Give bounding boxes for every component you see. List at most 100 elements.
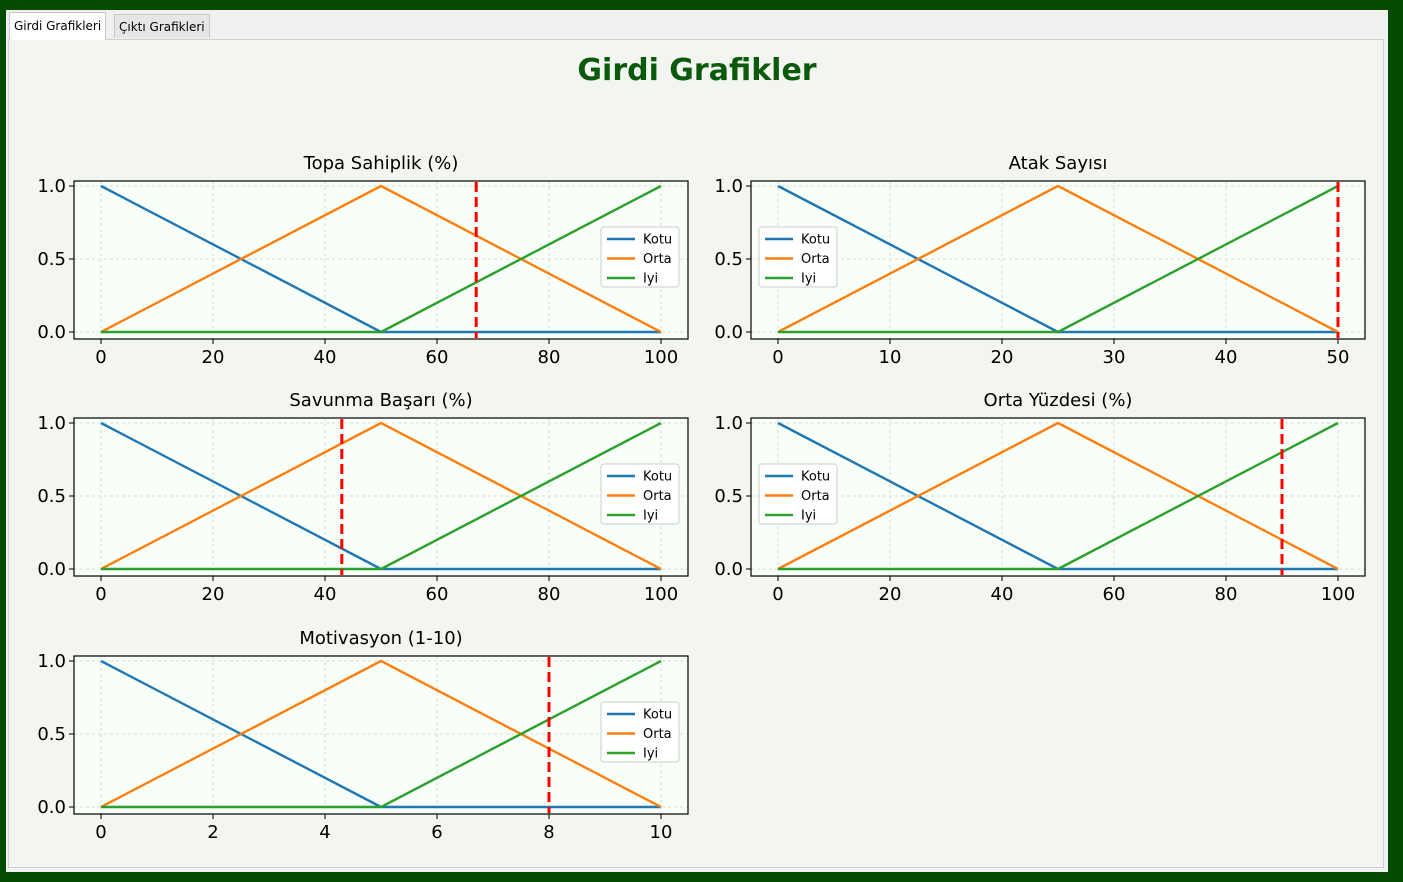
legend: Kotu Orta Iyi [758, 226, 838, 288]
y-tick-label: 0.5 [37, 486, 66, 507]
x-tick-label: 100 [1321, 584, 1355, 605]
x-tick-label: 10 [650, 822, 673, 843]
x-tick-label: 40 [1215, 347, 1238, 368]
x-tick-label: 20 [202, 347, 225, 368]
x-tick-label: 40 [314, 347, 337, 368]
series-line-iyi [778, 184, 1339, 334]
subplot-5: Motivasyon (1-10) 0 2 4 6 8 10 0.0 0.5 1.0 Kotu Ort… [37, 628, 689, 843]
chart-panel: Girdi Grafikler Topa Sahiplik (%) 0 20 40 60… [8, 39, 1384, 868]
x-tick-label: 100 [644, 584, 678, 605]
legend-label-iyi: Iyi [643, 509, 658, 524]
x-tick-label: 40 [314, 584, 337, 605]
x-tick-label: 2 [207, 822, 218, 843]
legend-label-orta: Orta [643, 489, 672, 504]
x-tick-label: 0 [772, 347, 783, 368]
x-tick-label: 40 [991, 584, 1014, 605]
plot-area [74, 656, 688, 814]
x-tick-label: 20 [879, 584, 902, 605]
y-tick-label: 0.5 [37, 249, 66, 270]
x-tick-label: 50 [1327, 347, 1350, 368]
legend: Kotu Orta Iyi [758, 463, 838, 525]
legend-label-kotu: Kotu [643, 470, 672, 485]
legend-label-orta: Orta [643, 727, 672, 742]
subplot-title: Motivasyon (1-10) [299, 628, 462, 649]
x-tick-label: 0 [95, 822, 106, 843]
figure-title: Girdi Grafikler [577, 53, 816, 88]
x-tick-label: 20 [991, 347, 1014, 368]
legend: Kotu Orta Iyi [600, 226, 680, 288]
series-line-iyi [101, 421, 662, 571]
subplot-2: Atak Sayısı 0 10 20 30 40 50 0.0 0.5 1.0 Kotu Orta I… [714, 153, 1366, 368]
plot-area [74, 181, 688, 339]
y-tick-label: 0.5 [714, 249, 743, 270]
x-tick-label: 10 [879, 347, 902, 368]
x-tick-label: 6 [431, 822, 442, 843]
legend-box [600, 463, 680, 525]
tab-cikti-grafikleri[interactable]: Çıktı Grafikleri [114, 14, 210, 38]
series-line-iyi [778, 421, 1339, 571]
plot-area [74, 418, 688, 576]
y-tick-label: 0.0 [37, 322, 66, 343]
subplot-4: Orta Yüzdesi (%) 0 20 40 60 80 100 0.0 0.5 1.0 Kot… [714, 390, 1366, 605]
legend-box [758, 226, 838, 288]
legend-label-iyi: Iyi [801, 509, 816, 524]
axes-frame [750, 180, 1366, 340]
subplot-3: Savunma Başarı (%) 0 20 40 60 80 100 0.0 0.5 1.0 K… [37, 390, 689, 605]
x-tick-label: 80 [1215, 584, 1238, 605]
x-tick-label: 4 [319, 822, 330, 843]
x-tick-label: 60 [426, 347, 449, 368]
legend-label-orta: Orta [801, 489, 830, 504]
x-tick-label: 100 [644, 347, 678, 368]
y-tick-label: 0.0 [37, 559, 66, 580]
legend-label-iyi: Iyi [643, 747, 658, 762]
series-line-iyi [101, 659, 662, 809]
y-tick-label: 1.0 [714, 176, 743, 197]
subplot-title: Savunma Başarı (%) [289, 390, 472, 411]
y-tick-label: 1.0 [37, 413, 66, 434]
axes-frame [750, 417, 1366, 577]
subplot-title: Orta Yüzdesi (%) [984, 390, 1133, 411]
x-tick-label: 60 [426, 584, 449, 605]
legend-label-orta: Orta [643, 252, 672, 267]
x-tick-label: 0 [772, 584, 783, 605]
series-line-orta [100, 184, 662, 334]
x-tick-label: 0 [95, 347, 106, 368]
series-line-orta [777, 184, 1339, 334]
app-window: Girdi Grafikleri Çıktı Grafikleri Girdi … [6, 10, 1388, 872]
x-tick-label: 8 [543, 822, 554, 843]
plot-area [751, 181, 1365, 339]
y-tick-label: 1.0 [714, 413, 743, 434]
series-line-orta [100, 659, 662, 809]
series-line-iyi [101, 184, 662, 334]
y-tick-label: 1.0 [37, 176, 66, 197]
legend: Kotu Orta Iyi [600, 701, 680, 763]
axes-frame [73, 417, 689, 577]
series-line-orta [777, 421, 1339, 571]
axes-frame [73, 655, 689, 815]
subplot-title: Topa Sahiplik (%) [303, 153, 459, 174]
subplot-1: Topa Sahiplik (%) 0 20 40 60 80 100 0.0 0.5 1.0 Ko… [37, 153, 689, 368]
x-tick-label: 60 [1103, 584, 1126, 605]
x-tick-label: 0 [95, 584, 106, 605]
x-tick-label: 80 [538, 584, 561, 605]
legend-label-orta: Orta [801, 252, 830, 267]
plot-area [751, 418, 1365, 576]
legend-box [758, 463, 838, 525]
legend-label-kotu: Kotu [801, 470, 830, 485]
x-tick-label: 80 [538, 347, 561, 368]
x-tick-label: 30 [1103, 347, 1126, 368]
y-tick-label: 0.0 [714, 559, 743, 580]
legend-label-kotu: Kotu [643, 708, 672, 723]
series-line-orta [100, 421, 662, 571]
y-tick-label: 0.5 [714, 486, 743, 507]
subplot-title: Atak Sayısı [1009, 153, 1108, 174]
legend-box [600, 226, 680, 288]
legend: Kotu Orta Iyi [600, 463, 680, 525]
tab-girdi-grafikleri[interactable]: Girdi Grafikleri [9, 12, 107, 40]
axes-frame [73, 180, 689, 340]
legend-label-iyi: Iyi [643, 272, 658, 287]
x-tick-label: 20 [202, 584, 225, 605]
y-tick-label: 0.0 [714, 322, 743, 343]
legend-label-iyi: Iyi [801, 272, 816, 287]
legend-label-kotu: Kotu [801, 233, 830, 248]
